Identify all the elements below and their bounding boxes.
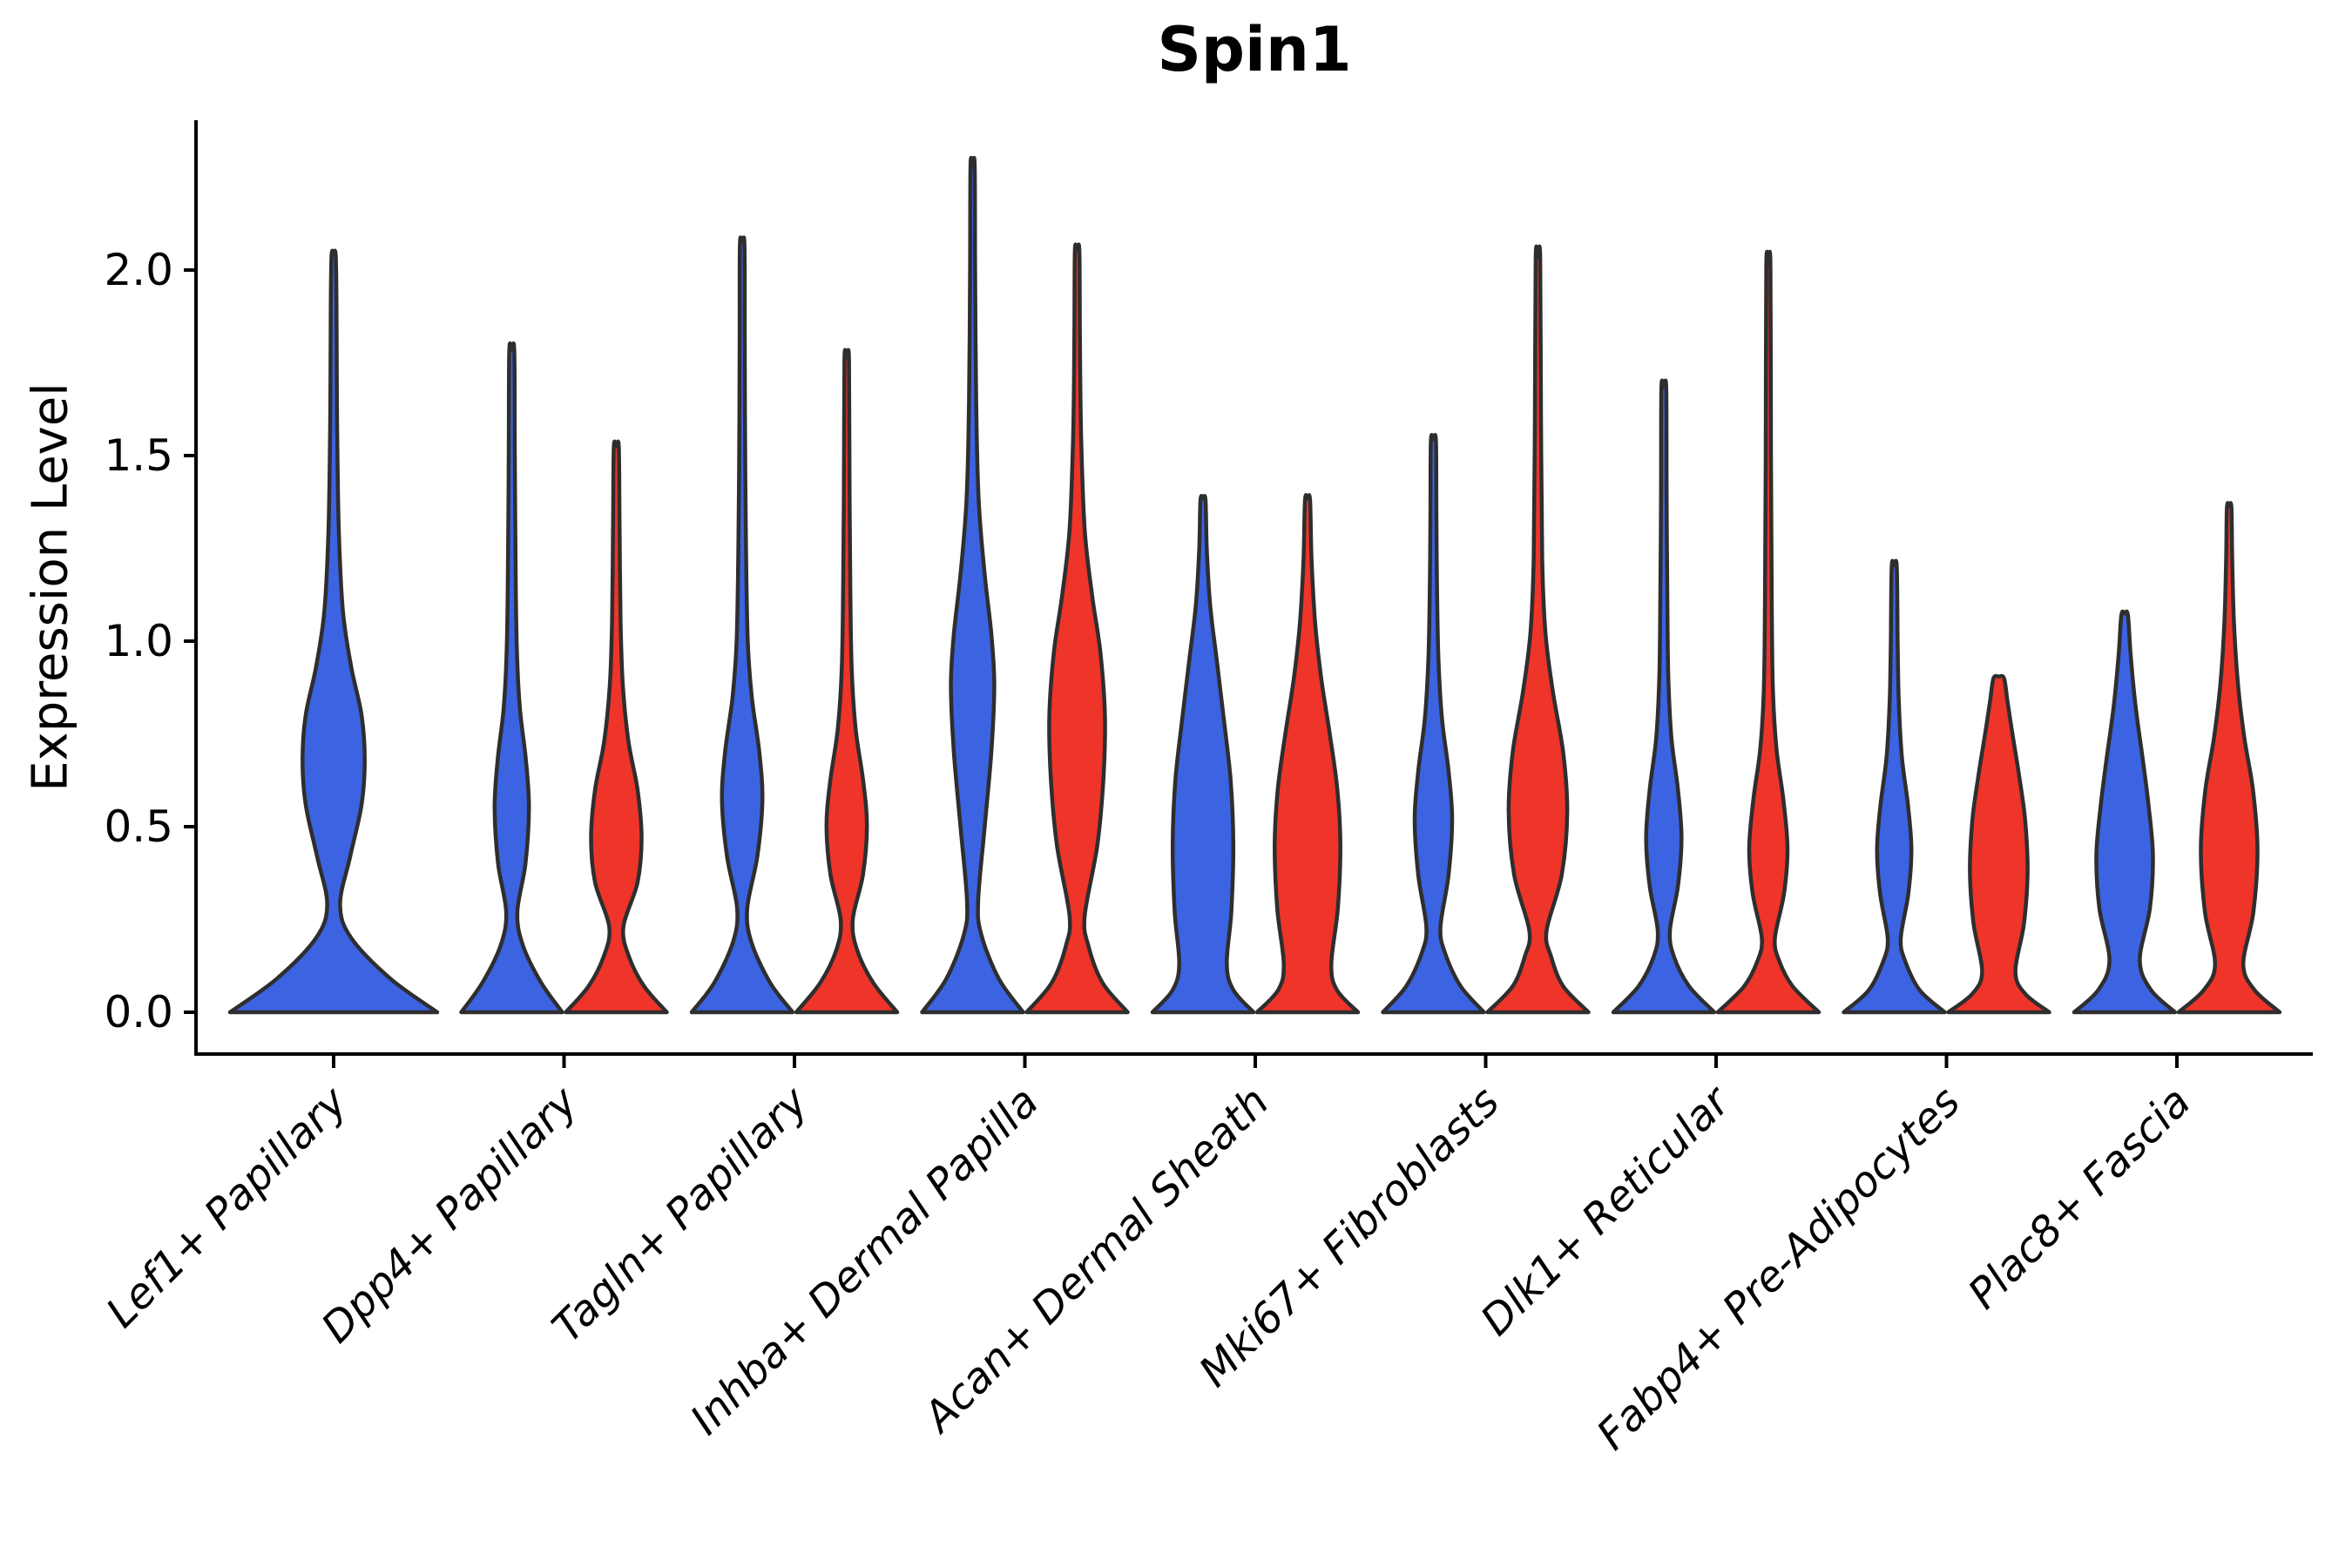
violin-inhba-dermal-papilla-blue bbox=[920, 155, 1025, 1015]
violin-dlk1-reticular-red bbox=[1715, 249, 1821, 1015]
y-tick-label-0.0: 0.0 bbox=[104, 987, 173, 1037]
x-tick-label-lef1-papillary: Lef1+ Papillary bbox=[97, 1077, 357, 1337]
violin-dpp4-papillary-red bbox=[564, 439, 669, 1015]
x-tick-label-dpp4-papillary: Dpp4+ Papillary bbox=[312, 1077, 587, 1352]
violin-plac8-fascia-blue bbox=[2072, 609, 2178, 1015]
violin-tagln-papillary-blue bbox=[689, 235, 795, 1015]
chart-title: Spin1 bbox=[1157, 14, 1352, 85]
x-tick-label-tagln-papillary: Tagln+ Papillary bbox=[543, 1077, 818, 1352]
violin-plac8-fascia-red bbox=[2176, 501, 2282, 1015]
violin-fabp4-pre-adipocytes-blue bbox=[1842, 558, 1947, 1015]
violin-tagln-papillary-red bbox=[794, 348, 900, 1015]
y-tick-label-2.0: 2.0 bbox=[104, 245, 173, 295]
y-tick-label-0.5: 0.5 bbox=[104, 801, 173, 852]
violin-mki67-fibroblasts-red bbox=[1485, 244, 1591, 1015]
violin-fabp4-pre-adipocytes-red bbox=[1946, 673, 2051, 1015]
violin-acan-dermal-sheath-red bbox=[1254, 493, 1361, 1015]
violin-inhba-dermal-papilla-red bbox=[1024, 242, 1130, 1015]
violin-lef1-papillary-blue bbox=[227, 248, 440, 1015]
violin-dlk1-reticular-blue bbox=[1611, 378, 1717, 1015]
violin-dpp4-papillary-blue bbox=[459, 341, 564, 1015]
y-tick-label-1.5: 1.5 bbox=[104, 430, 173, 481]
violin-mki67-fibroblasts-blue bbox=[1381, 433, 1486, 1015]
violin-acan-dermal-sheath-blue bbox=[1150, 494, 1256, 1015]
x-tick-label-fabp4-pre-adipocytes: Fabp4+ Pre-Adipocytes bbox=[1587, 1078, 1970, 1460]
x-tick-label-dlk1-reticular: Dlk1+ Reticular bbox=[1471, 1076, 1741, 1346]
y-tick-label-1.0: 1.0 bbox=[104, 616, 173, 666]
x-tick-label-plac8-fascia: Plac8+ Fascia bbox=[1959, 1078, 2200, 1319]
